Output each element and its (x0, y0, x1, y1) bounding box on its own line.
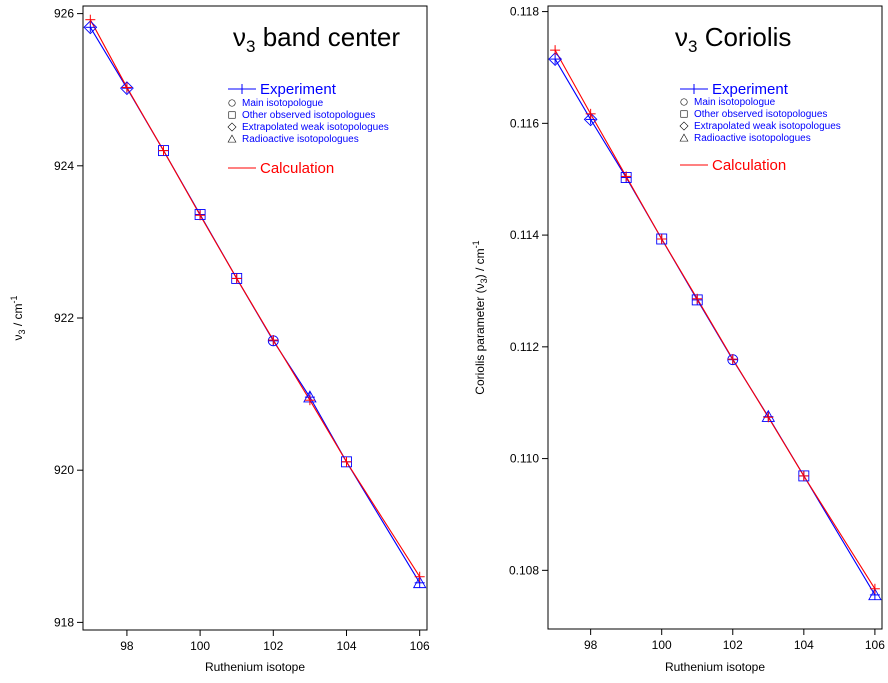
point-calculation (304, 395, 315, 406)
y-tick-label: 918 (54, 615, 74, 629)
legend-item-label: Radioactive isotopologues (694, 133, 811, 144)
point-calculation (692, 293, 703, 304)
point-experiment (550, 54, 561, 65)
chart-title: ν3 Coriolis (675, 22, 791, 56)
x-tick-label: 98 (120, 639, 134, 653)
chart-2: 98 100 102 104 106 0.108 0.110 0.112 0.114 0.116 0… (471, 5, 885, 674)
legend-triangle-icon (679, 133, 689, 142)
chart-title-sub: 3 (688, 37, 697, 56)
y-tick-label: 926 (54, 7, 74, 21)
point-calculation (727, 354, 738, 365)
legend-calculation-label: Calculation (712, 157, 786, 174)
experiment-point-diamond (83, 20, 98, 35)
y-tick-label: 922 (54, 311, 74, 325)
point-calculation (121, 82, 132, 93)
y-tick-label: 0.116 (510, 116, 539, 130)
legend-item-label: Main isotopologue (242, 98, 324, 109)
chart-title-main: ν (675, 22, 688, 52)
experiment-point-diamond (548, 52, 562, 66)
point-calculation (195, 210, 206, 221)
y-axis-label-main: Coriolis parameter (ν (473, 283, 487, 394)
legend-calculation-label: Calculation (260, 160, 334, 177)
point-calculation (763, 412, 774, 423)
legend-experiment-label: Experiment (260, 81, 337, 98)
legend-item-label: Other observed isotopologues (694, 109, 827, 120)
point-calculation (621, 171, 632, 182)
y-axis-label: ν3 / cm-1 (9, 295, 27, 340)
experiment-point-diamond (120, 81, 134, 96)
y-tick-label: 0.108 (509, 563, 539, 577)
chart-title: ν3 band center (233, 22, 400, 56)
x-axis-label: Ruthenium isotope (665, 660, 765, 674)
point-calculation (550, 45, 561, 56)
x-axis-label: Ruthenium isotope (205, 660, 305, 674)
y-axis-label-sup: -1 (9, 295, 19, 303)
y-axis-label: Coriolis parameter (ν3) / cm-1 (471, 240, 489, 394)
y-tick-label: 0.112 (510, 340, 539, 354)
legend-item-label: Extrapolated weak isotopologues (694, 121, 841, 132)
legend-item-label: Radioactive isotopologues (242, 134, 359, 145)
y-tick-label: 0.114 (510, 228, 539, 242)
chart-1: 98 100 102 104 106 918 920 922 924 926 Ruthenium i… (9, 5, 430, 674)
legend-circle-icon (680, 98, 688, 106)
legend-experiment-marker (689, 84, 699, 94)
point-calculation (656, 233, 667, 244)
legend-experiment-label: Experiment (712, 81, 789, 98)
y-tick-label: 920 (54, 463, 74, 477)
y-axis-label-rest: ) / cm (473, 248, 487, 278)
chart-title-rest: band center (255, 22, 400, 52)
experiment-point-diamond (583, 112, 598, 127)
legend-diamond-icon (679, 121, 689, 131)
y-axis-label-sup: -1 (471, 240, 481, 248)
y-tick-label: 0.110 (510, 452, 539, 466)
point-calculation (231, 273, 242, 284)
y-axis-label-main: ν (11, 335, 25, 341)
y-tick-label: 0.118 (510, 5, 539, 19)
x-tick-label: 104 (794, 638, 814, 652)
x-tick-label: 104 (336, 639, 356, 653)
legend-diamond-icon (227, 122, 237, 132)
point-calculation (869, 583, 880, 594)
x-tick-label: 102 (723, 638, 743, 652)
point-calculation (414, 571, 425, 582)
x-tick-label: 106 (410, 639, 430, 653)
legend-item-label: Extrapolated weak isotopologues (242, 122, 389, 133)
legend-experiment-marker (237, 84, 247, 94)
point-calculation (85, 14, 96, 25)
chart-title-rest: Coriolis (697, 22, 791, 52)
legend-item-label: Main isotopologue (694, 97, 776, 108)
legend-square-icon (228, 111, 236, 119)
x-tick-label: 100 (652, 638, 672, 652)
point-calculation (341, 456, 352, 467)
x-tick-label: 100 (190, 639, 210, 653)
point-calculation (798, 470, 809, 481)
legend-square-icon (680, 110, 688, 118)
legend-item-label: Other observed isotopologues (242, 110, 375, 121)
x-tick-label: 102 (263, 639, 283, 653)
y-axis-label-rest: / cm (11, 303, 25, 329)
point-calculation (268, 335, 279, 346)
point-calculation (158, 145, 169, 156)
legend-circle-icon (228, 99, 236, 107)
plot-frame (547, 5, 883, 630)
point-calculation (585, 108, 596, 119)
x-tick-label: 106 (865, 638, 885, 652)
chart-title-main: ν (233, 22, 246, 52)
x-tick-label: 98 (584, 638, 598, 652)
y-axis-label-sub: 3 (479, 278, 489, 283)
legend-triangle-icon (227, 134, 237, 143)
chart-title-sub: 3 (246, 37, 255, 56)
y-tick-label: 924 (54, 159, 74, 173)
y-axis-label-sub: 3 (17, 330, 27, 335)
